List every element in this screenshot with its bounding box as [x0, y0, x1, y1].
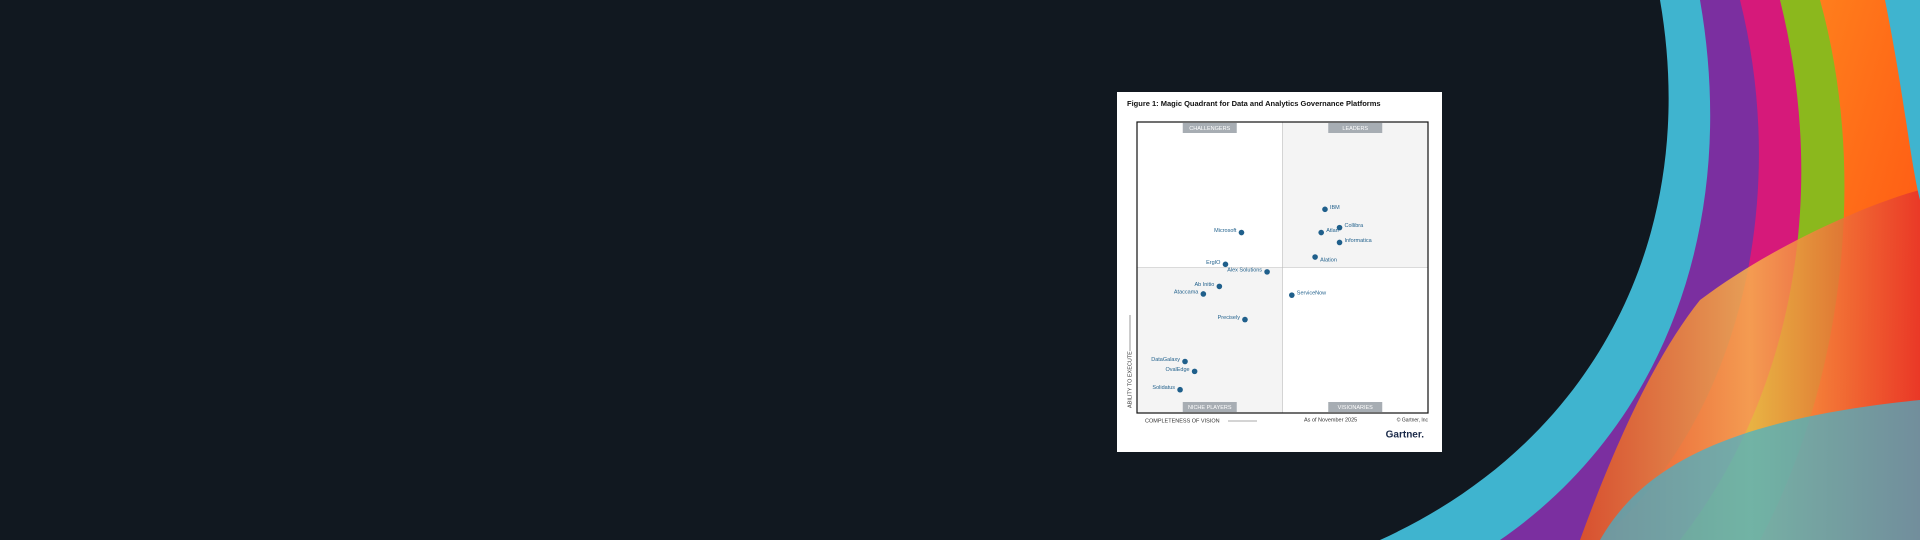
vendor-label: Collibra: [1345, 223, 1365, 229]
quadrant-label: CHALLENGERS: [1189, 126, 1230, 132]
y-axis-label: ABILITY TO EXECUTE: [1127, 351, 1133, 408]
vendor-label: ErgIO: [1206, 260, 1221, 266]
vendor-label: Ataccama: [1174, 289, 1199, 295]
vendor-point: [1336, 239, 1343, 246]
decorative-swoosh: [1380, 0, 1920, 540]
vendor-point: [1191, 368, 1198, 375]
quadrant-bg: [1137, 122, 1283, 268]
vendor-label: IBM: [1330, 205, 1340, 211]
quadrant-tag: [1328, 123, 1383, 133]
vendor-label: Alex Solutions: [1227, 267, 1262, 273]
vendor-label: Microsoft: [1214, 228, 1237, 234]
vendor-label: Alation: [1320, 257, 1337, 263]
quadrant-tag: [1182, 123, 1237, 133]
brand-logo: Gartner.: [1386, 430, 1425, 441]
vendor-point: [1200, 291, 1207, 297]
vendor-point: [1177, 386, 1183, 393]
quadrant-tag: [1182, 402, 1237, 412]
quadrant-bg: [1282, 267, 1428, 413]
vendor-point: [1238, 229, 1245, 236]
vendor-point: [1312, 254, 1318, 260]
vendor-label: ServiceNow: [1297, 291, 1326, 297]
vendor-point: [1264, 269, 1270, 275]
quadrant-bg: [1282, 122, 1428, 268]
vendor-point: [1216, 283, 1223, 290]
x-axis-label: COMPLETENESS OF VISION: [1145, 418, 1220, 424]
vendor-label: OvalEdge: [1165, 367, 1189, 373]
vendor-label: Solidatus: [1152, 385, 1175, 391]
quadrant-label: VISIONARIES: [1338, 405, 1373, 411]
quadrant-label: NICHE PLAYERS: [1188, 405, 1232, 411]
vendor-point: [1318, 229, 1325, 236]
vendor-label: Atlan: [1326, 228, 1339, 234]
vendor-point: [1289, 292, 1295, 298]
vendor-label: Informatica: [1345, 238, 1373, 244]
copyright: © Gartner, Inc: [1397, 416, 1429, 423]
quadrant-bg: [1137, 267, 1283, 413]
vendor-point: [1336, 224, 1343, 231]
vendor-label: Ab Initio: [1194, 282, 1214, 288]
date-note: As of November 2025: [1304, 417, 1357, 423]
vendor-label: DataGalaxy: [1151, 357, 1180, 363]
vendor-point: [1182, 358, 1188, 365]
quadrant-tag: [1328, 402, 1383, 412]
vendor-point: [1222, 261, 1229, 268]
vendor-point: [1322, 206, 1328, 213]
vendor-label: Precisely: [1218, 315, 1241, 321]
figure-title: Figure 1: Magic Quadrant for Data and An…: [1127, 99, 1381, 108]
plot-frame: [1136, 121, 1429, 414]
vendor-point: [1242, 316, 1248, 323]
quadrant-label: LEADERS: [1342, 126, 1368, 132]
